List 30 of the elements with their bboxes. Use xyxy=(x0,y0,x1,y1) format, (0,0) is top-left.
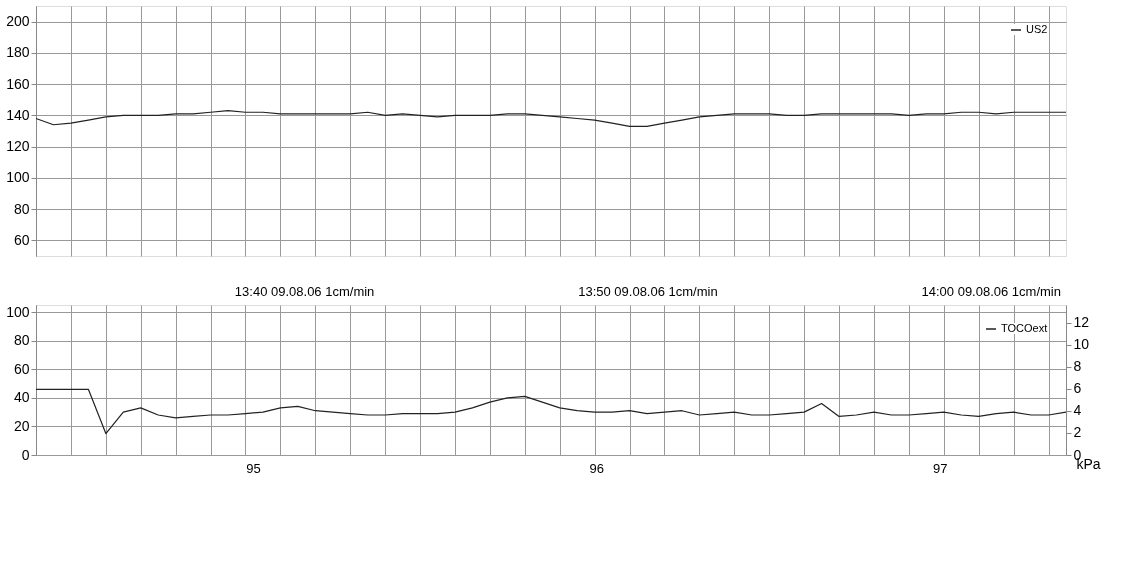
y-tick-label: 60 xyxy=(13,360,30,377)
text: 95 xyxy=(246,461,261,476)
y2-tick-label: 2 xyxy=(1073,424,1082,441)
y-tick-label: 80 xyxy=(13,332,30,349)
y2-tick-label: 10 xyxy=(1073,336,1090,353)
y-tick-label: 160 xyxy=(6,75,30,92)
text: 14:00 09.08.06 1cm/min xyxy=(921,284,1061,299)
y-tick-label: 20 xyxy=(13,417,30,434)
y2-tick-label: 6 xyxy=(1073,380,1082,397)
y-tick-label: 100 xyxy=(6,303,30,320)
text: 13:40 09.08.06 1cm/min xyxy=(234,284,375,299)
line-series xyxy=(35,388,1067,435)
text: 13:50 09.08.06 1cm/min xyxy=(578,284,718,299)
y-tick-label: 60 xyxy=(13,231,30,248)
y-tick-label: 100 xyxy=(6,169,30,186)
legend-label: US2 xyxy=(1026,23,1048,35)
y-tick-label: 180 xyxy=(6,44,30,61)
y-tick-label: 80 xyxy=(13,200,30,217)
legend-label: TOCOext xyxy=(1001,322,1048,334)
y2-tick-label: 12 xyxy=(1073,314,1090,331)
text: 96 xyxy=(589,461,605,476)
y-tick-label: 0 xyxy=(21,446,30,463)
y-tick-label: 40 xyxy=(13,389,30,406)
y2-tick-label: 4 xyxy=(1073,402,1082,419)
y2-tick-label: 8 xyxy=(1073,358,1082,375)
text: 97 xyxy=(932,461,948,476)
y-tick-label: 140 xyxy=(6,106,30,123)
y-tick-label: 120 xyxy=(6,138,30,155)
y-tick-label: 200 xyxy=(6,13,30,30)
line-series xyxy=(35,110,1067,127)
